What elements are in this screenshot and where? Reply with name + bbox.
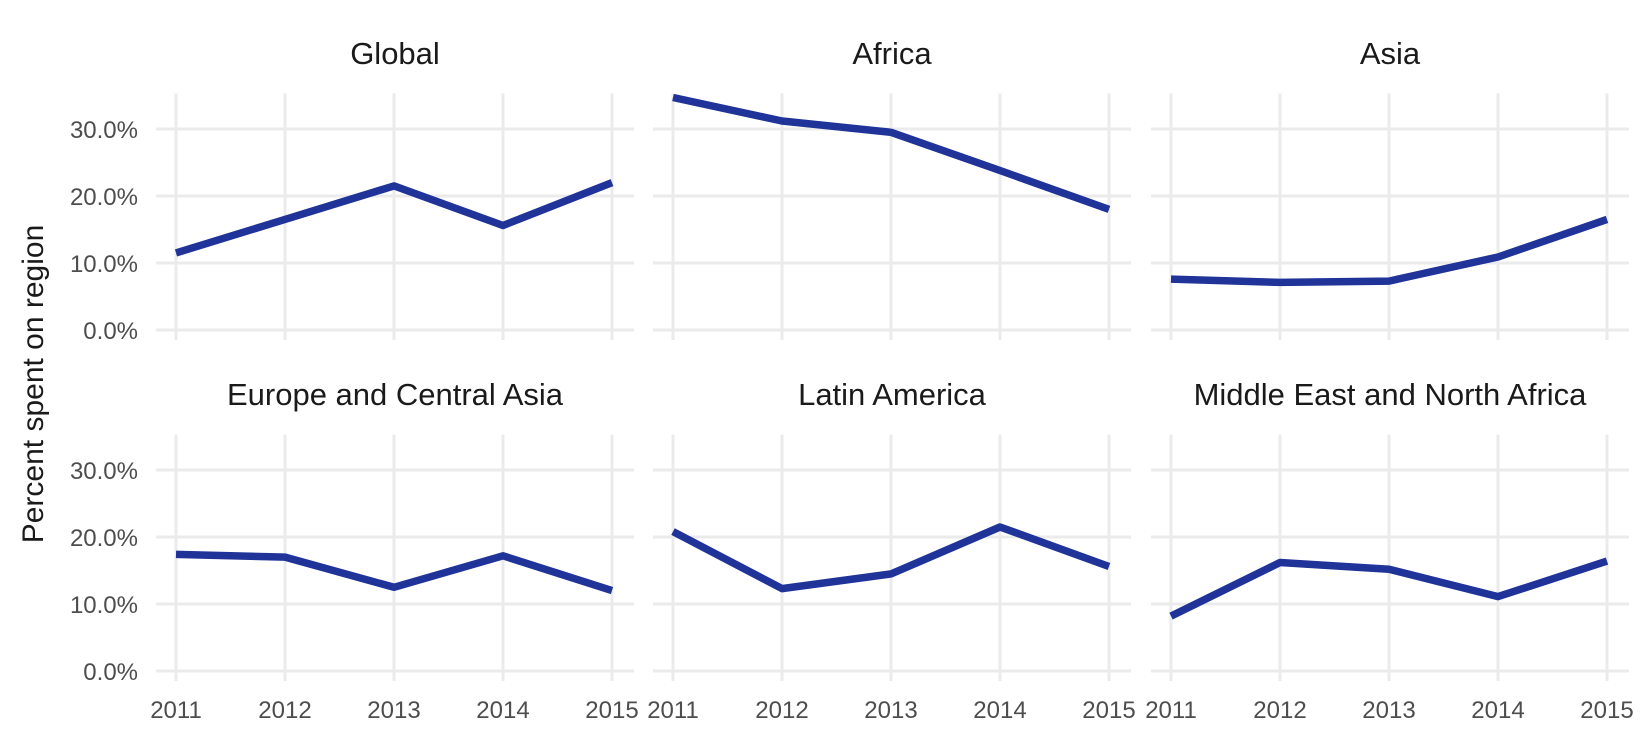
facet-panel: Latin America 2011 2012 2013 2014 2015 [647,377,1136,724]
facet-title: Europe and Central Asia [227,377,564,412]
y-tick-label: 30.0% [70,117,138,144]
facet-title: Global [350,36,440,71]
x-tick-label: 2013 [1362,697,1415,724]
facet-panel: Europe and Central Asia 0.0% 10.0% 20.0% 30.… [70,377,639,724]
facet-title: Middle East and North Africa [1194,377,1588,412]
facet-title: Africa [852,36,932,71]
x-tick-label: 2011 [150,697,202,724]
x-tick-label: 2015 [1580,697,1633,724]
x-tick-label: 2011 [1145,697,1197,724]
y-tick-label: 30.0% [70,458,138,485]
x-tick-label: 2011 [647,697,699,724]
y-tick-label: 0.0% [83,659,138,686]
series-line [174,179,614,257]
x-tick-label: 2012 [755,697,808,724]
facet-title: Asia [1360,36,1421,71]
series-line [1170,215,1609,287]
y-tick-label: 20.0% [70,525,138,552]
series-line [671,523,1111,593]
y-axis-title: Percent spent on region [17,225,50,544]
facet-panel: Global 0.0% 10.0% 20.0% 30.0% [70,36,634,345]
x-tick-label: 2013 [864,697,917,724]
x-tick-label: 2015 [585,697,638,724]
y-tick-label: 10.0% [70,592,138,619]
x-tick-label: 2012 [1253,697,1306,724]
series-line [175,550,614,595]
facets: Global 0.0% 10.0% 20.0% 30.0% Africa Asia Europ… [70,36,1634,724]
facet-panel: Asia [1151,36,1629,340]
facet-title: Latin America [798,377,987,412]
x-tick-label: 2014 [1471,697,1524,724]
x-tick-label: 2014 [476,697,529,724]
x-tick-label: 2014 [973,697,1026,724]
series-line [1169,557,1609,620]
y-tick-label: 20.0% [70,184,138,211]
x-tick-label: 2013 [367,697,420,724]
facet-panel: Africa [653,36,1131,340]
x-tick-label: 2015 [1082,697,1135,724]
series-line [672,93,1111,213]
facet-panel: Middle East and North Africa 2011 2012 2013… [1145,377,1634,724]
x-tick-label: 2012 [258,697,311,724]
y-tick-label: 0.0% [83,318,138,345]
y-tick-label: 10.0% [70,251,138,278]
